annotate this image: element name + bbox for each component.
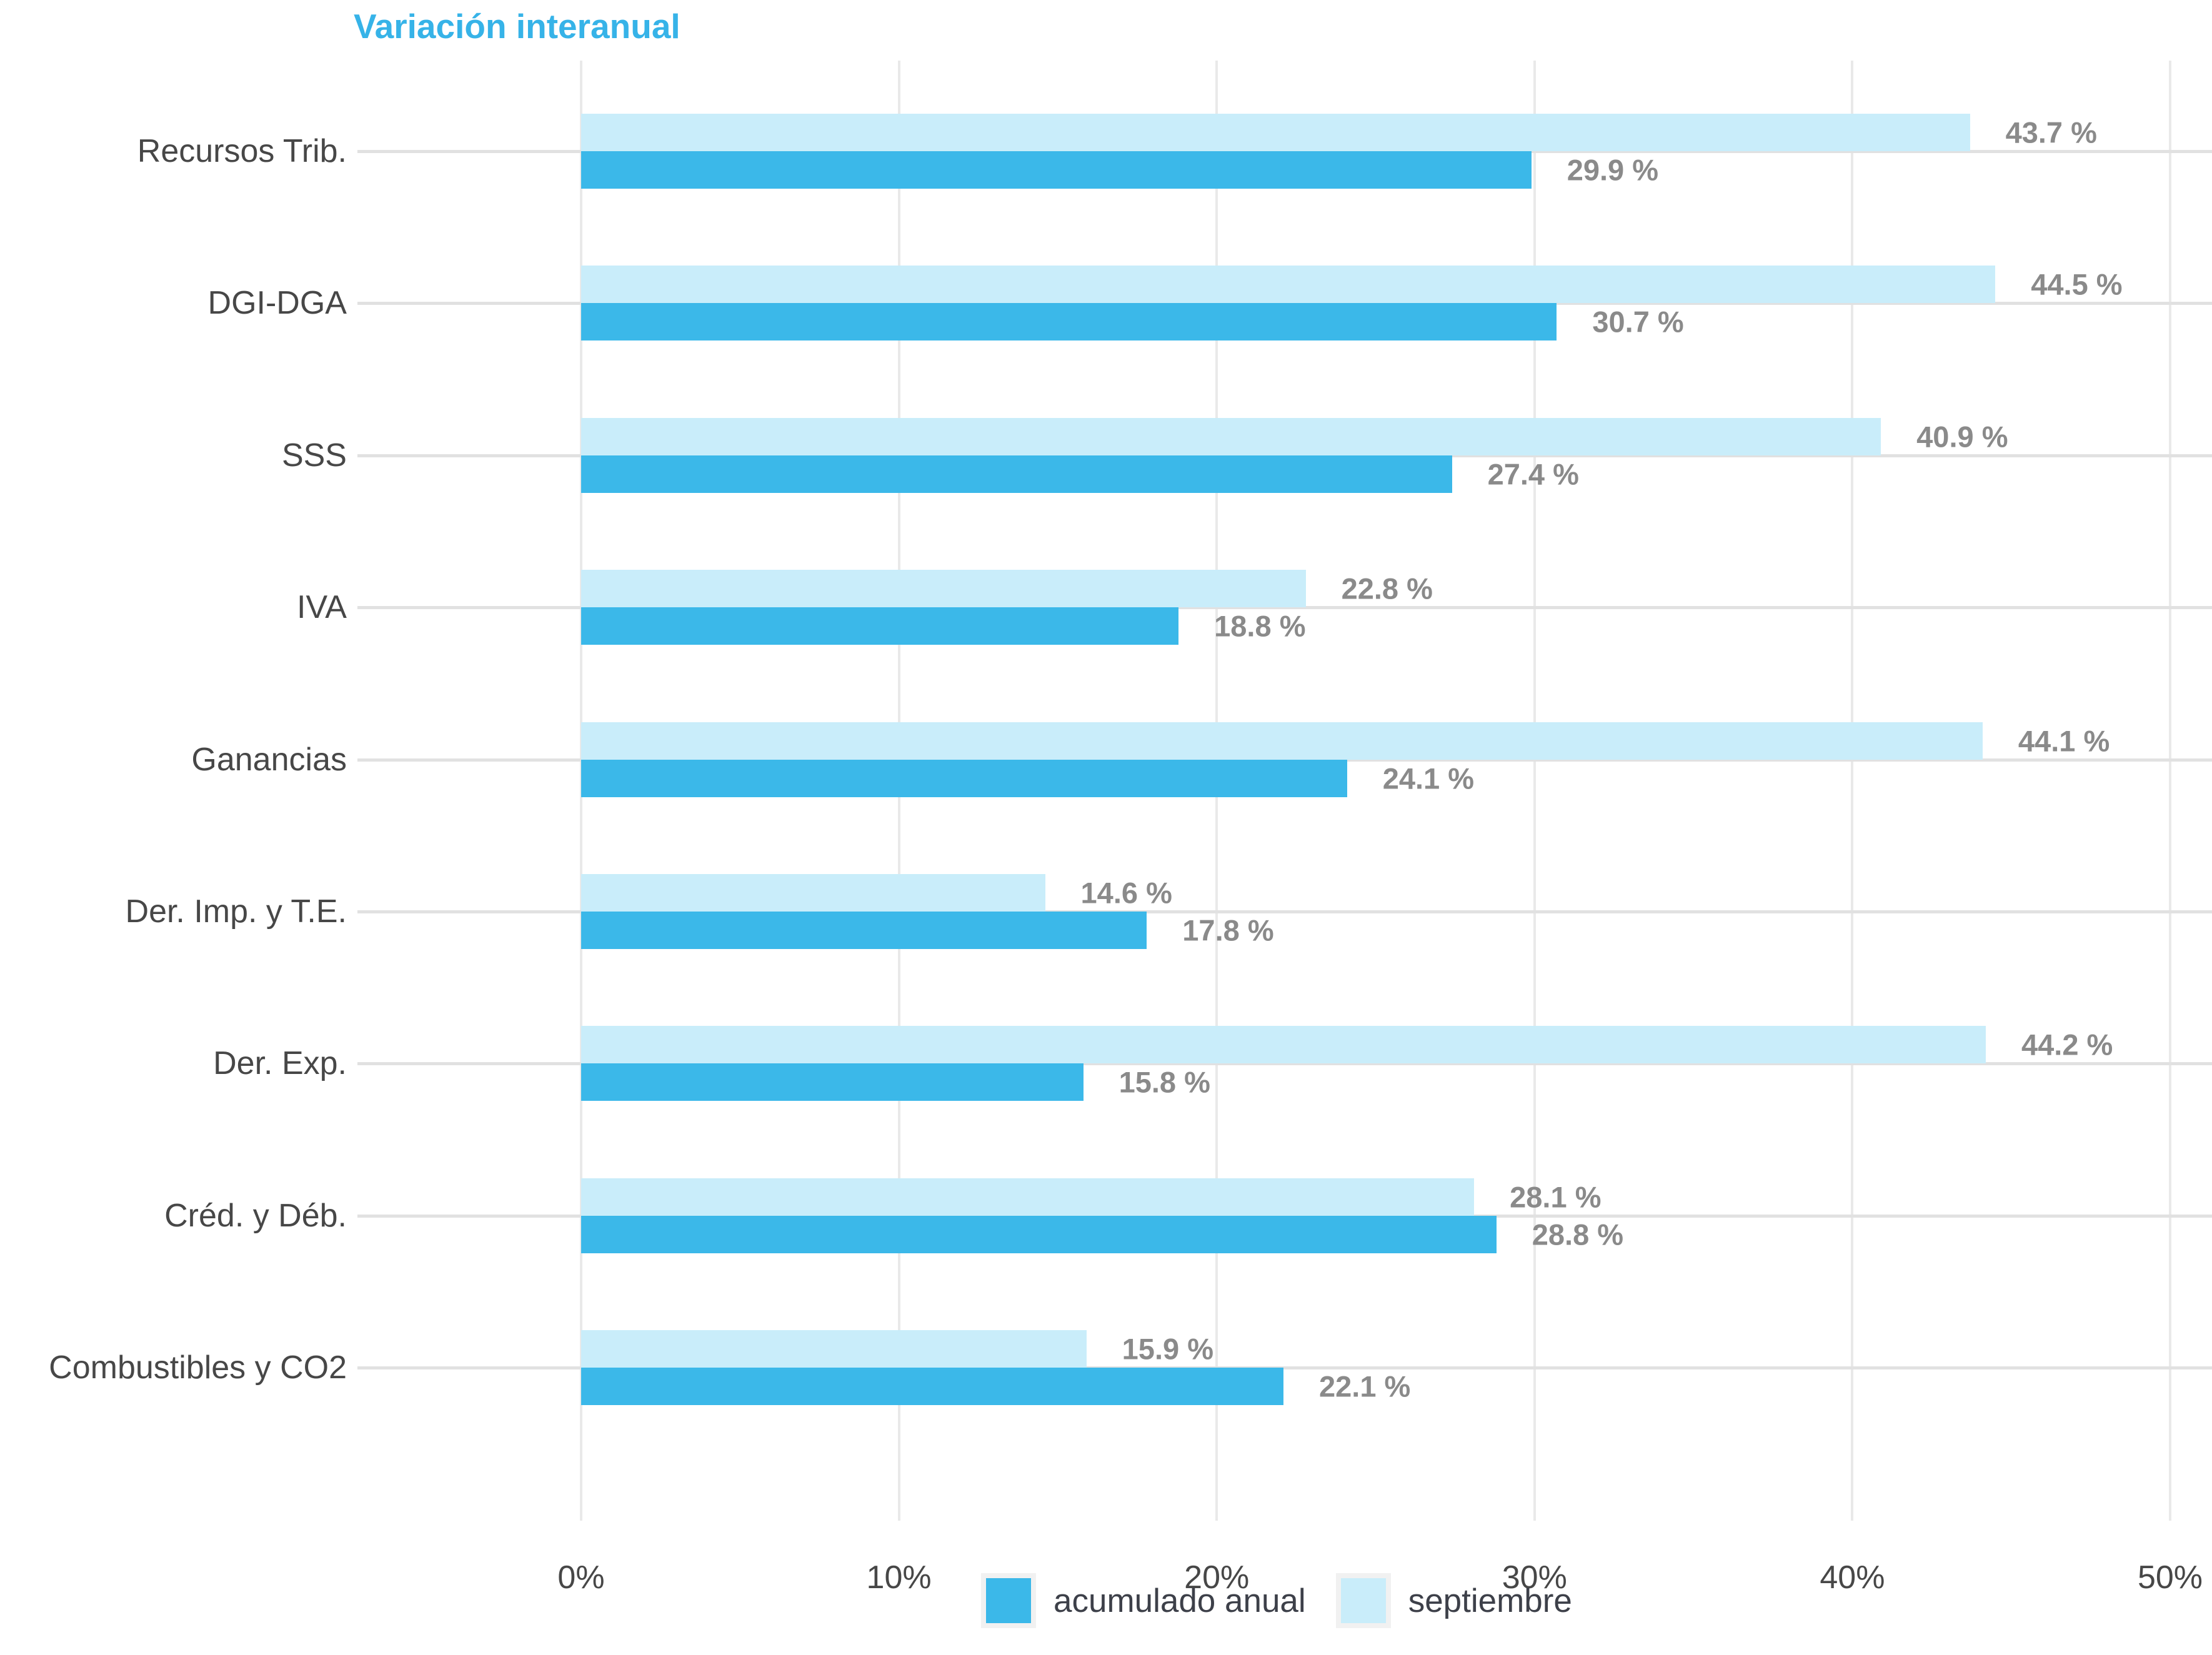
bar-septiembre — [581, 266, 1996, 304]
legend-label: acumulado anual — [1054, 1582, 1306, 1619]
legend-item-acumulado: acumulado anual — [981, 1573, 1306, 1628]
bar-acumulado — [581, 1215, 1497, 1253]
category-gridline — [357, 910, 2212, 913]
value-label: 18.8 % — [1214, 609, 1306, 643]
value-label: 44.2 % — [2021, 1028, 2113, 1061]
bar-septiembre — [581, 874, 1045, 912]
bar-acumulado — [581, 912, 1147, 949]
bar-septiembre — [581, 1178, 1475, 1216]
x-tick-label: 20% — [1184, 1559, 1250, 1596]
bar-acumulado — [581, 1368, 1283, 1406]
value-label: 27.4 % — [1487, 457, 1579, 491]
bar-acumulado — [581, 1063, 1084, 1101]
value-label: 29.9 % — [1567, 153, 1659, 187]
value-label: 43.7 % — [2005, 116, 2097, 149]
bar-septiembre — [581, 1330, 1087, 1368]
bar-septiembre — [581, 417, 1881, 455]
bar-acumulado — [581, 455, 1452, 493]
value-label: 17.8 % — [1182, 913, 1274, 947]
category-label: Der. Exp. — [0, 1045, 347, 1083]
legend-swatch-acumulado — [986, 1578, 1031, 1623]
value-label: 24.1 % — [1382, 762, 1475, 795]
value-label: 28.1 % — [1510, 1180, 1602, 1214]
category-label: IVA — [0, 589, 347, 627]
bar-acumulado — [581, 607, 1179, 645]
bar-septiembre — [581, 722, 1983, 760]
x-tick-label: 0% — [557, 1559, 605, 1596]
bar-septiembre — [581, 570, 1306, 608]
category-label: DGI-DGA — [0, 284, 347, 322]
legend-item-septiembre: septiembre — [1335, 1573, 1572, 1628]
legend: acumulado anual septiembre — [981, 1573, 1572, 1628]
chart-title: Variación interanual — [354, 7, 680, 46]
x-tick-label: 40% — [1820, 1559, 1885, 1596]
category-gridline — [357, 1366, 2212, 1370]
legend-swatch-septiembre — [1340, 1578, 1386, 1623]
bar-septiembre — [581, 1026, 1986, 1064]
value-label: 28.8 % — [1532, 1218, 1624, 1251]
value-label: 15.8 % — [1118, 1065, 1210, 1099]
value-label: 44.5 % — [2031, 267, 2123, 301]
gridline — [2169, 61, 2171, 1521]
value-label: 22.8 % — [1341, 572, 1433, 605]
category-label: Der. Imp. y T.E. — [0, 893, 347, 930]
category-label: Ganancias — [0, 740, 347, 778]
value-label: 30.7 % — [1592, 305, 1684, 339]
value-label: 44.1 % — [2018, 724, 2110, 758]
legend-label: septiembre — [1408, 1582, 1572, 1619]
legend-key — [981, 1573, 1036, 1628]
category-label: Créd. y Déb. — [0, 1196, 347, 1235]
category-label: Combustibles y CO2 — [0, 1349, 347, 1387]
value-label: 22.1 % — [1319, 1369, 1411, 1403]
legend-key — [1335, 1573, 1391, 1628]
category-gridline — [357, 606, 2212, 610]
value-label: 40.9 % — [1916, 420, 2008, 454]
bar-acumulado — [581, 303, 1557, 341]
gridline — [1533, 61, 1536, 1521]
value-label: 14.6 % — [1080, 876, 1172, 910]
bar-septiembre — [581, 114, 1970, 151]
x-tick-label: 10% — [866, 1559, 932, 1596]
category-label: Recursos Trib. — [0, 132, 347, 170]
x-tick-label: 50% — [2137, 1559, 2203, 1596]
bar-acumulado — [581, 759, 1347, 797]
bar-acumulado — [581, 151, 1532, 189]
value-label: 15.9 % — [1122, 1332, 1213, 1366]
gridline — [1851, 61, 1854, 1521]
x-tick-label: 30% — [1502, 1559, 1567, 1596]
category-gridline — [357, 1062, 2212, 1066]
category-label: SSS — [0, 436, 347, 474]
